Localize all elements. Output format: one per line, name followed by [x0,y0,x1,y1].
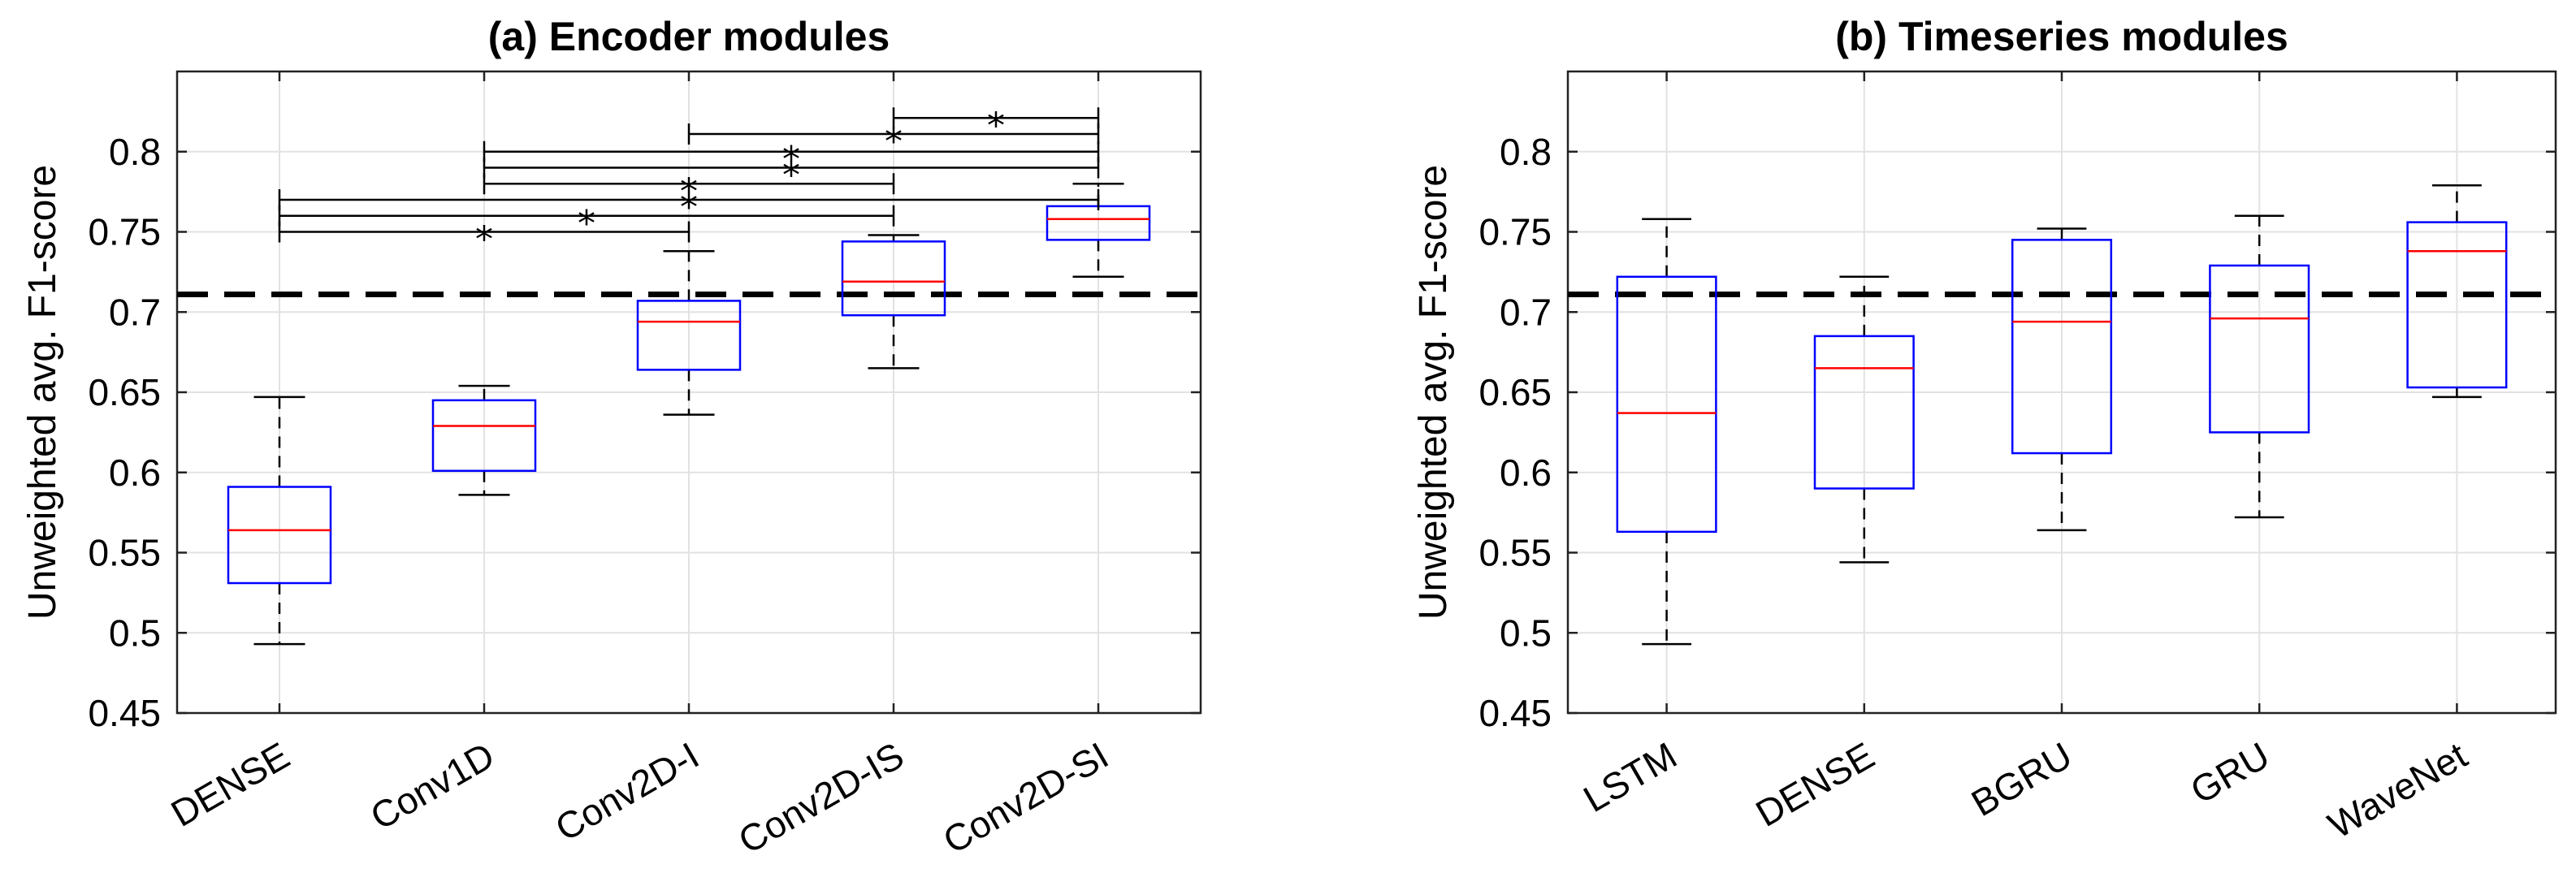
y-tick-label: 0.55 [88,532,161,574]
y-tick-label: 0.65 [88,371,161,413]
x-tick-label: Conv2D-SI [936,734,1115,862]
significance-marker: * [475,219,493,261]
significance-marker: * [680,187,698,228]
y-tick-label: 0.55 [1478,532,1552,574]
y-tick-label: 0.7 [109,291,161,333]
x-tick-label: Conv2D-IS [731,734,911,862]
x-tick-label: DENSE [1749,734,1881,835]
y-tick-label: 0.75 [1478,211,1552,253]
y-tick-label: 0.6 [109,452,161,494]
x-tick-label: WaveNet [2321,734,2474,847]
y-axis-label: Unweighted avg. F1-score [21,165,64,620]
y-tick-label: 0.8 [1500,131,1552,173]
x-tick-label: BGRU [1964,734,2079,824]
box-dense [227,486,332,585]
significance-marker: * [782,155,800,197]
y-tick-label: 0.7 [1500,291,1552,333]
y-tick-label: 0.45 [1478,692,1552,734]
y-tick-label: 0.5 [109,612,161,654]
x-tick-label: Conv2D-I [548,734,706,849]
y-tick-label: 0.45 [88,692,161,734]
box-gru [2209,264,2310,434]
box-conv2d-is [841,240,946,317]
significance-marker: * [680,171,698,212]
x-tick-label: GRU [2184,734,2277,812]
y-tick-label: 0.6 [1500,452,1552,494]
x-tick-label: Conv1D [363,734,501,838]
y-tick-label: 0.5 [1500,612,1552,654]
box-bgru [2011,239,2113,455]
encoder-modules-panel: 0.45 0.5 0.55 0.6 0.65 0.7 0.75 0.8 DENSE Conv1D C… [21,14,1202,862]
y-tick-label: 0.8 [109,131,161,173]
y-axis-label: Unweighted avg. F1-score [1412,165,1455,620]
y-tick-label: 0.75 [88,211,161,253]
box-dense [1813,335,1915,490]
box-wavenet [2406,221,2508,389]
x-tick-label: LSTM [1576,734,1683,820]
timeseries-modules-panel: 0.45 0.5 0.55 0.6 0.65 0.7 0.75 0.8 LSTM DENSE BGR… [1412,14,2557,847]
y-tick-label: 0.65 [1478,371,1552,413]
box-lstm [1616,275,1717,534]
x-tick-label: DENSE [164,734,297,835]
significance-marker: * [987,105,1005,146]
box-conv2d-i [636,300,742,371]
significance-marker: * [782,139,800,180]
chart-title: (a) Encoder modules [488,14,890,59]
chart-title: (b) Timeseries modules [1835,14,2288,59]
significance-marker: * [885,121,903,162]
box-conv1d [431,399,537,473]
significance-marker: * [578,203,595,244]
